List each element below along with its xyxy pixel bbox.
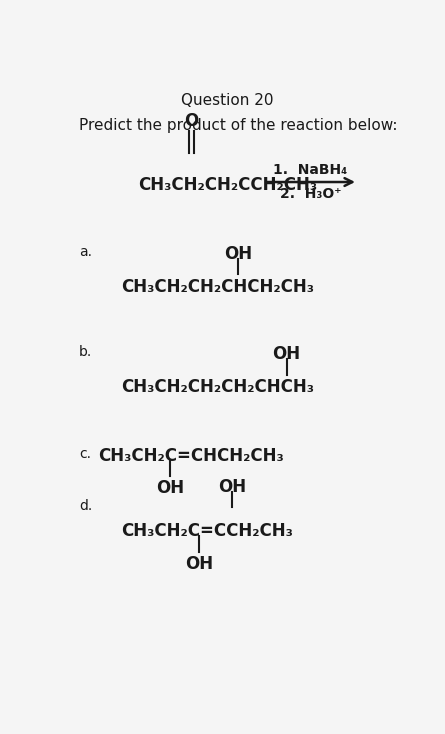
Text: OH: OH: [224, 245, 252, 264]
Text: 1.  NaBH₄: 1. NaBH₄: [274, 164, 348, 178]
Text: c.: c.: [79, 447, 91, 461]
Text: OH: OH: [156, 479, 184, 497]
Text: b.: b.: [79, 345, 92, 359]
Text: CH₃CH₂C=CCH₂CH₃: CH₃CH₂C=CCH₂CH₃: [121, 523, 293, 540]
Text: CH₃CH₂C=CHCH₂CH₃: CH₃CH₂C=CHCH₂CH₃: [98, 447, 284, 465]
Text: O: O: [184, 112, 198, 130]
Text: CH₃CH₂CH₂CH₂CHCH₃: CH₃CH₂CH₂CH₂CHCH₃: [121, 377, 315, 396]
Text: CH₃CH₂CH₂CCH₂CH₃: CH₃CH₂CH₂CCH₂CH₃: [138, 176, 318, 194]
Text: a.: a.: [79, 245, 92, 259]
Text: d.: d.: [79, 499, 92, 513]
Text: OH: OH: [272, 345, 301, 363]
Text: OH: OH: [218, 478, 247, 495]
Text: OH: OH: [185, 555, 213, 573]
Text: Predict the product of the reaction below:: Predict the product of the reaction belo…: [79, 118, 397, 133]
Text: 2.  H₃O⁺: 2. H₃O⁺: [280, 186, 341, 200]
Text: Question 20: Question 20: [182, 92, 274, 108]
Text: CH₃CH₂CH₂CHCH₂CH₃: CH₃CH₂CH₂CHCH₂CH₃: [121, 277, 315, 296]
